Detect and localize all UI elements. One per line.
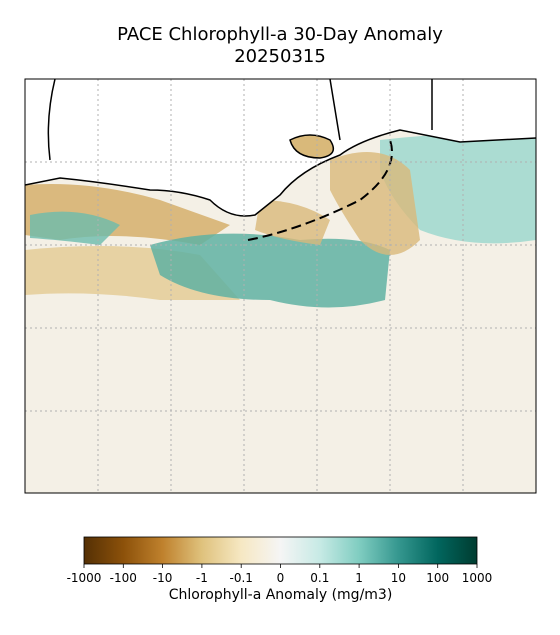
colorbar-tick-label: 0 [277,571,285,585]
map-frame [24,78,537,494]
map [25,79,536,493]
title: PACE Chlorophyll-a 30-Day Anomaly [117,24,443,45]
colorbar-tick-label: 1000 [462,571,493,585]
colorbar-tick-label: 1 [355,571,363,585]
colorbar-ticks: -1000 -100 -10 -1 -0.1 0 0.1 1 10 100 1000 [67,564,493,585]
colorbar [83,536,478,565]
colorbar-tick-label: -0.1 [229,571,252,585]
colorbar-tick-label: -1 [196,571,208,585]
colorbar-tick-label: -10 [153,571,173,585]
colorbar-tick-label: 10 [391,571,406,585]
colorbar-tick-label: -100 [110,571,137,585]
colorbar-tick-label: 100 [426,571,449,585]
colorbar-tick-label: -1000 [67,571,102,585]
colorbar-tick-label: 0.1 [310,571,329,585]
colorbar-label: Chlorophyll-a Anomaly (mg/m3) [169,587,393,603]
subtitle: 20250315 [234,46,326,67]
